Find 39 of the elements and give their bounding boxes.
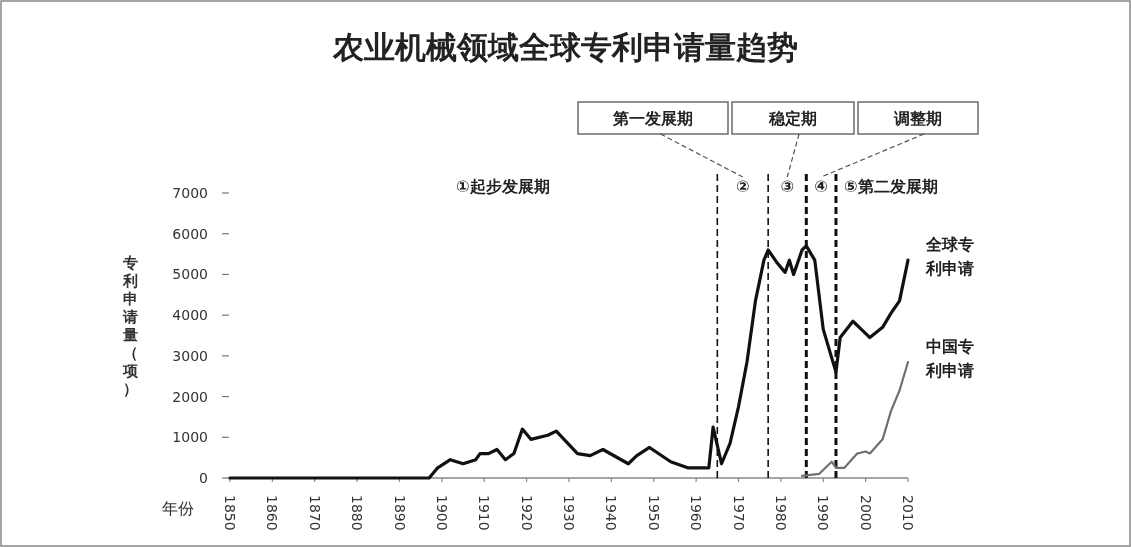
line-series [800,360,910,478]
series-label: 全球专利申请 [925,235,974,279]
x-tick-label: 1930 [561,495,577,531]
x-tick-label: 2000 [857,495,874,531]
x-tick-label: 1950 [645,495,662,531]
annotation: ①起步发展期 [456,177,550,196]
y-tick-label: 0 [199,470,208,486]
y-tick-label: 2000 [172,388,208,405]
x-tick-label: 1970 [730,495,747,531]
x-tick-label: 1880 [349,495,366,531]
text: 第一发展期 [612,109,693,128]
x-tick-label: 1960 [688,495,705,531]
x-tick-label: 1890 [391,495,408,531]
annotation: ④ [814,177,828,196]
annotation: ⑤第二发展期 [843,177,938,196]
y-tick-label: 4000 [172,307,208,324]
x-tick-label: 1850 [222,495,238,531]
x-tick-label: 1940 [603,495,620,531]
chart-title: 农业机械领域全球专利申请量趋势 [332,29,798,65]
x-tick-label: 1870 [306,495,323,531]
annotation: ② [735,177,750,196]
x-tick-label: 1990 [815,495,832,531]
series-label: 中国专利申请 [925,336,974,380]
y-tick-label: 1000 [172,429,208,446]
text: 调整期 [893,109,942,128]
x-tick-label: 1910 [476,495,493,531]
x-axis-title: 年份 [162,499,194,518]
x-tick-label: 2010 [900,495,916,531]
y-tick-label: 6000 [172,225,208,242]
y-tick-label: 5000 [172,266,208,283]
x-tick-label: 1980 [772,495,789,531]
y-axis-title: 专利申请量（项） [121,254,139,398]
y-tick-label: 3000 [172,347,208,364]
y-tick-label: 7000 [172,185,208,201]
x-tick-label: 1920 [518,495,535,531]
x-tick-label: 1900 [433,495,450,531]
annotation: ③ [780,177,794,196]
x-tick-label: 1860 [264,495,281,531]
text: 稳定期 [768,109,817,128]
